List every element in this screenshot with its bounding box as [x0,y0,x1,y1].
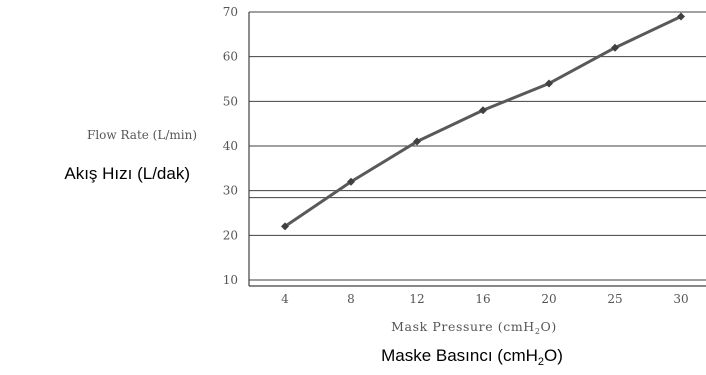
y-tick-label-40: 40 [223,139,238,153]
data-point-4 [281,222,289,231]
x-tick-label-4: 4 [281,292,289,306]
x-tick-label-12: 12 [409,292,424,306]
x-tick-label-16: 16 [475,292,490,306]
x-tick-label-8: 8 [347,292,355,306]
y-tick-label-50: 50 [223,94,238,108]
x-axis-label: Mask Pressure (cmH2O) [391,319,557,336]
y-tick-labels: 10 20 30 40 50 60 70 [223,5,238,287]
x-tick-labels: 4 8 12 16 20 25 30 [281,292,688,306]
series-line [284,15,682,228]
x-tick-label-30: 30 [673,292,688,306]
y-axis-label-translation: Akış Hızı (L/dak) [64,164,190,183]
x-tick-label-25: 25 [607,292,622,306]
grid-lines [249,11,706,281]
y-axis-label: Flow Rate (L/min) [87,128,197,142]
y-tick-label-10: 10 [223,273,238,287]
data-point-8 [347,177,355,186]
x-axis-label-translation: Maske Basıncı (cmH2O) [381,346,563,368]
series-flow-rate [281,12,685,231]
data-point-30 [677,12,685,21]
x-tick-label-20: 20 [541,292,556,306]
y-tick-label-60: 60 [223,50,238,64]
y-tick-label-30: 30 [223,184,238,198]
axes [248,12,706,287]
data-point-20 [545,79,553,88]
data-point-16 [479,106,487,115]
data-point-12 [413,137,421,146]
y-tick-label-20: 20 [223,228,238,242]
data-point-25 [611,43,619,52]
y-tick-label-70: 70 [223,5,238,19]
